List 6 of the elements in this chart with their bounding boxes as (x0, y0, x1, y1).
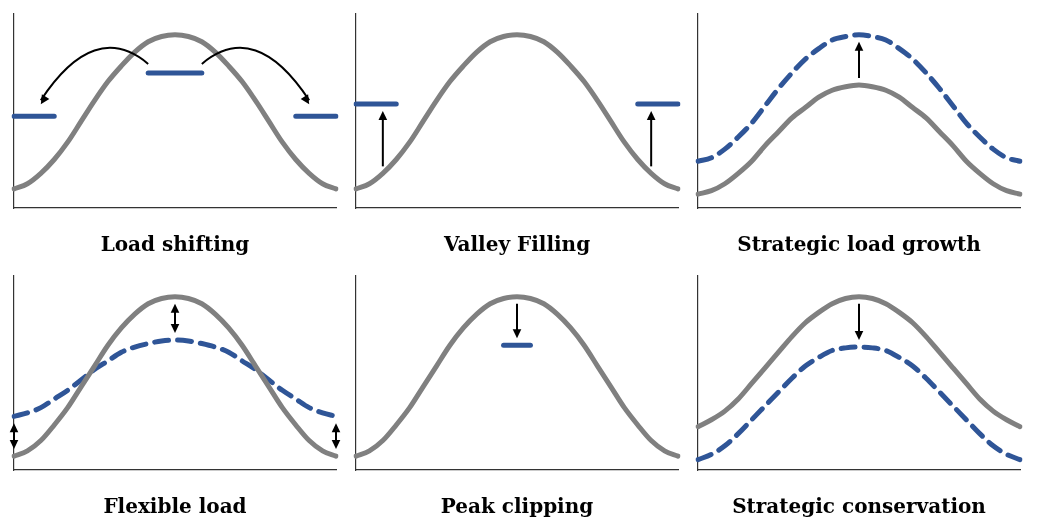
text: Strategic load growth (737, 232, 982, 257)
text: Peak clipping (440, 494, 594, 519)
text: Load shifting (100, 232, 250, 257)
text: Strategic conservation (732, 494, 987, 519)
text: Flexible load (103, 494, 247, 519)
text: Valley Filling (442, 232, 591, 257)
